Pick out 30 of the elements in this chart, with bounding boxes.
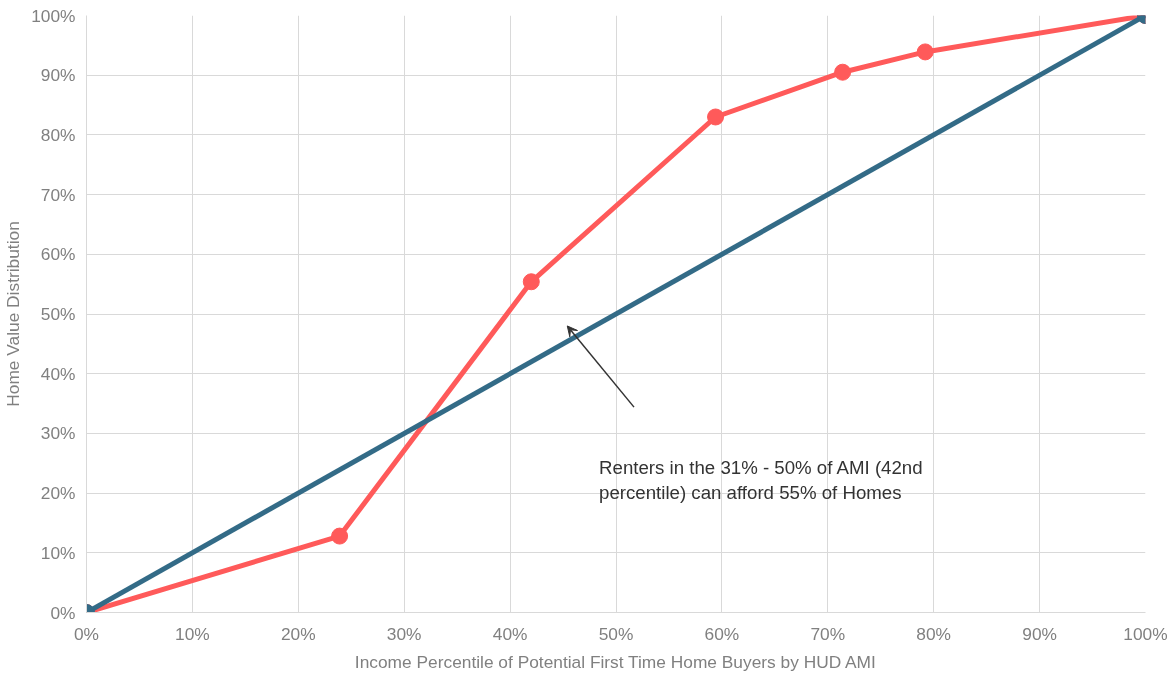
x-tick-label: 80% <box>916 623 952 644</box>
y-tick-label: 0% <box>50 602 76 623</box>
point <box>834 63 852 81</box>
annotation: Renters in the 31% - 50% of AMI (42nd percentile) can afford 55% of Homes <box>599 457 923 504</box>
x-tick-label: 0% <box>73 623 100 644</box>
y-tick-label: 40% <box>40 363 76 384</box>
x-tick-label: 60% <box>704 623 740 644</box>
y-tick-label: 70% <box>40 184 76 205</box>
y-tick-label: 90% <box>40 65 76 86</box>
point <box>522 273 540 291</box>
x-tick-label: 50% <box>598 623 634 644</box>
y-tick-label: 100% <box>31 5 76 26</box>
x-tick-label: 40% <box>492 623 528 644</box>
y-tick-label: 10% <box>40 542 76 563</box>
y-tick-label: 20% <box>40 483 76 504</box>
x-tick-label: 100% <box>1123 623 1168 644</box>
point <box>707 108 725 126</box>
y-tick-label: 30% <box>40 423 76 444</box>
y-axis-title: Home Value Distribution <box>3 221 24 407</box>
x-tick-label: 10% <box>175 623 210 644</box>
point <box>916 43 934 61</box>
y-tick-label: 60% <box>40 244 76 265</box>
x-tick-label: 30% <box>386 623 422 644</box>
x-axis-title: Income Percentile of Potential First Time Home Buyers by HUD AMI <box>354 651 876 672</box>
x-tick-label: 70% <box>810 623 846 644</box>
point <box>331 527 349 545</box>
x-tick-label: 20% <box>280 623 316 644</box>
y-tick-label: 50% <box>40 304 76 324</box>
y-tick-label: 80% <box>40 124 76 145</box>
x-tick-label: 90% <box>1022 623 1057 644</box>
